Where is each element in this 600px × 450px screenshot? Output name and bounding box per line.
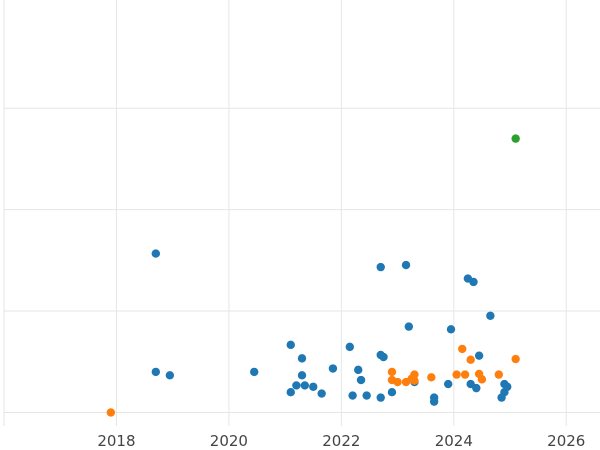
data-point [379,352,388,362]
data-point [511,354,520,364]
data-point [469,277,478,287]
data-point [292,381,301,390]
data-point [309,382,318,391]
data-point [410,376,419,385]
data-point [354,365,363,375]
data-point [503,382,512,391]
data-point [297,371,307,380]
data-point [460,370,470,379]
data-point [443,379,453,389]
gridlines [3,0,600,426]
data-point [410,370,419,379]
data-point [393,377,402,387]
x-tick-label: 2024 [435,432,473,450]
data-point [401,260,411,270]
data-point [106,408,116,417]
data-point [511,134,520,143]
data-point [356,375,366,385]
data-point [486,311,495,320]
data-point [387,367,397,377]
data-point [452,370,461,379]
data-point [300,381,310,390]
data-point [345,342,354,352]
data-point [477,375,487,384]
x-tick-label: 2026 [547,432,585,450]
data-point [328,364,338,373]
data-point [376,262,385,272]
data-point [458,344,467,354]
data-point [348,391,357,400]
data-point [404,322,414,331]
data-points [106,134,520,417]
data-point [362,391,371,400]
data-point [427,373,436,382]
x-tick-label: 2020 [210,432,248,450]
data-point [165,371,175,380]
data-point [376,393,385,402]
data-point [286,387,295,397]
data-point [151,367,161,377]
data-point [474,351,484,360]
data-point [297,354,307,363]
data-point [317,389,326,398]
data-point [387,387,397,397]
data-point [286,340,295,350]
data-point [151,249,161,258]
data-point [472,383,481,393]
data-point [494,370,503,379]
x-axis-tick-labels: 2018 2020 2022 2024 2026 [97,432,585,450]
x-tick-label: 2018 [97,432,135,450]
data-point [446,325,456,334]
data-point [466,355,475,364]
x-tick-label: 2022 [322,432,360,450]
data-point [250,367,259,377]
data-point [429,397,439,406]
